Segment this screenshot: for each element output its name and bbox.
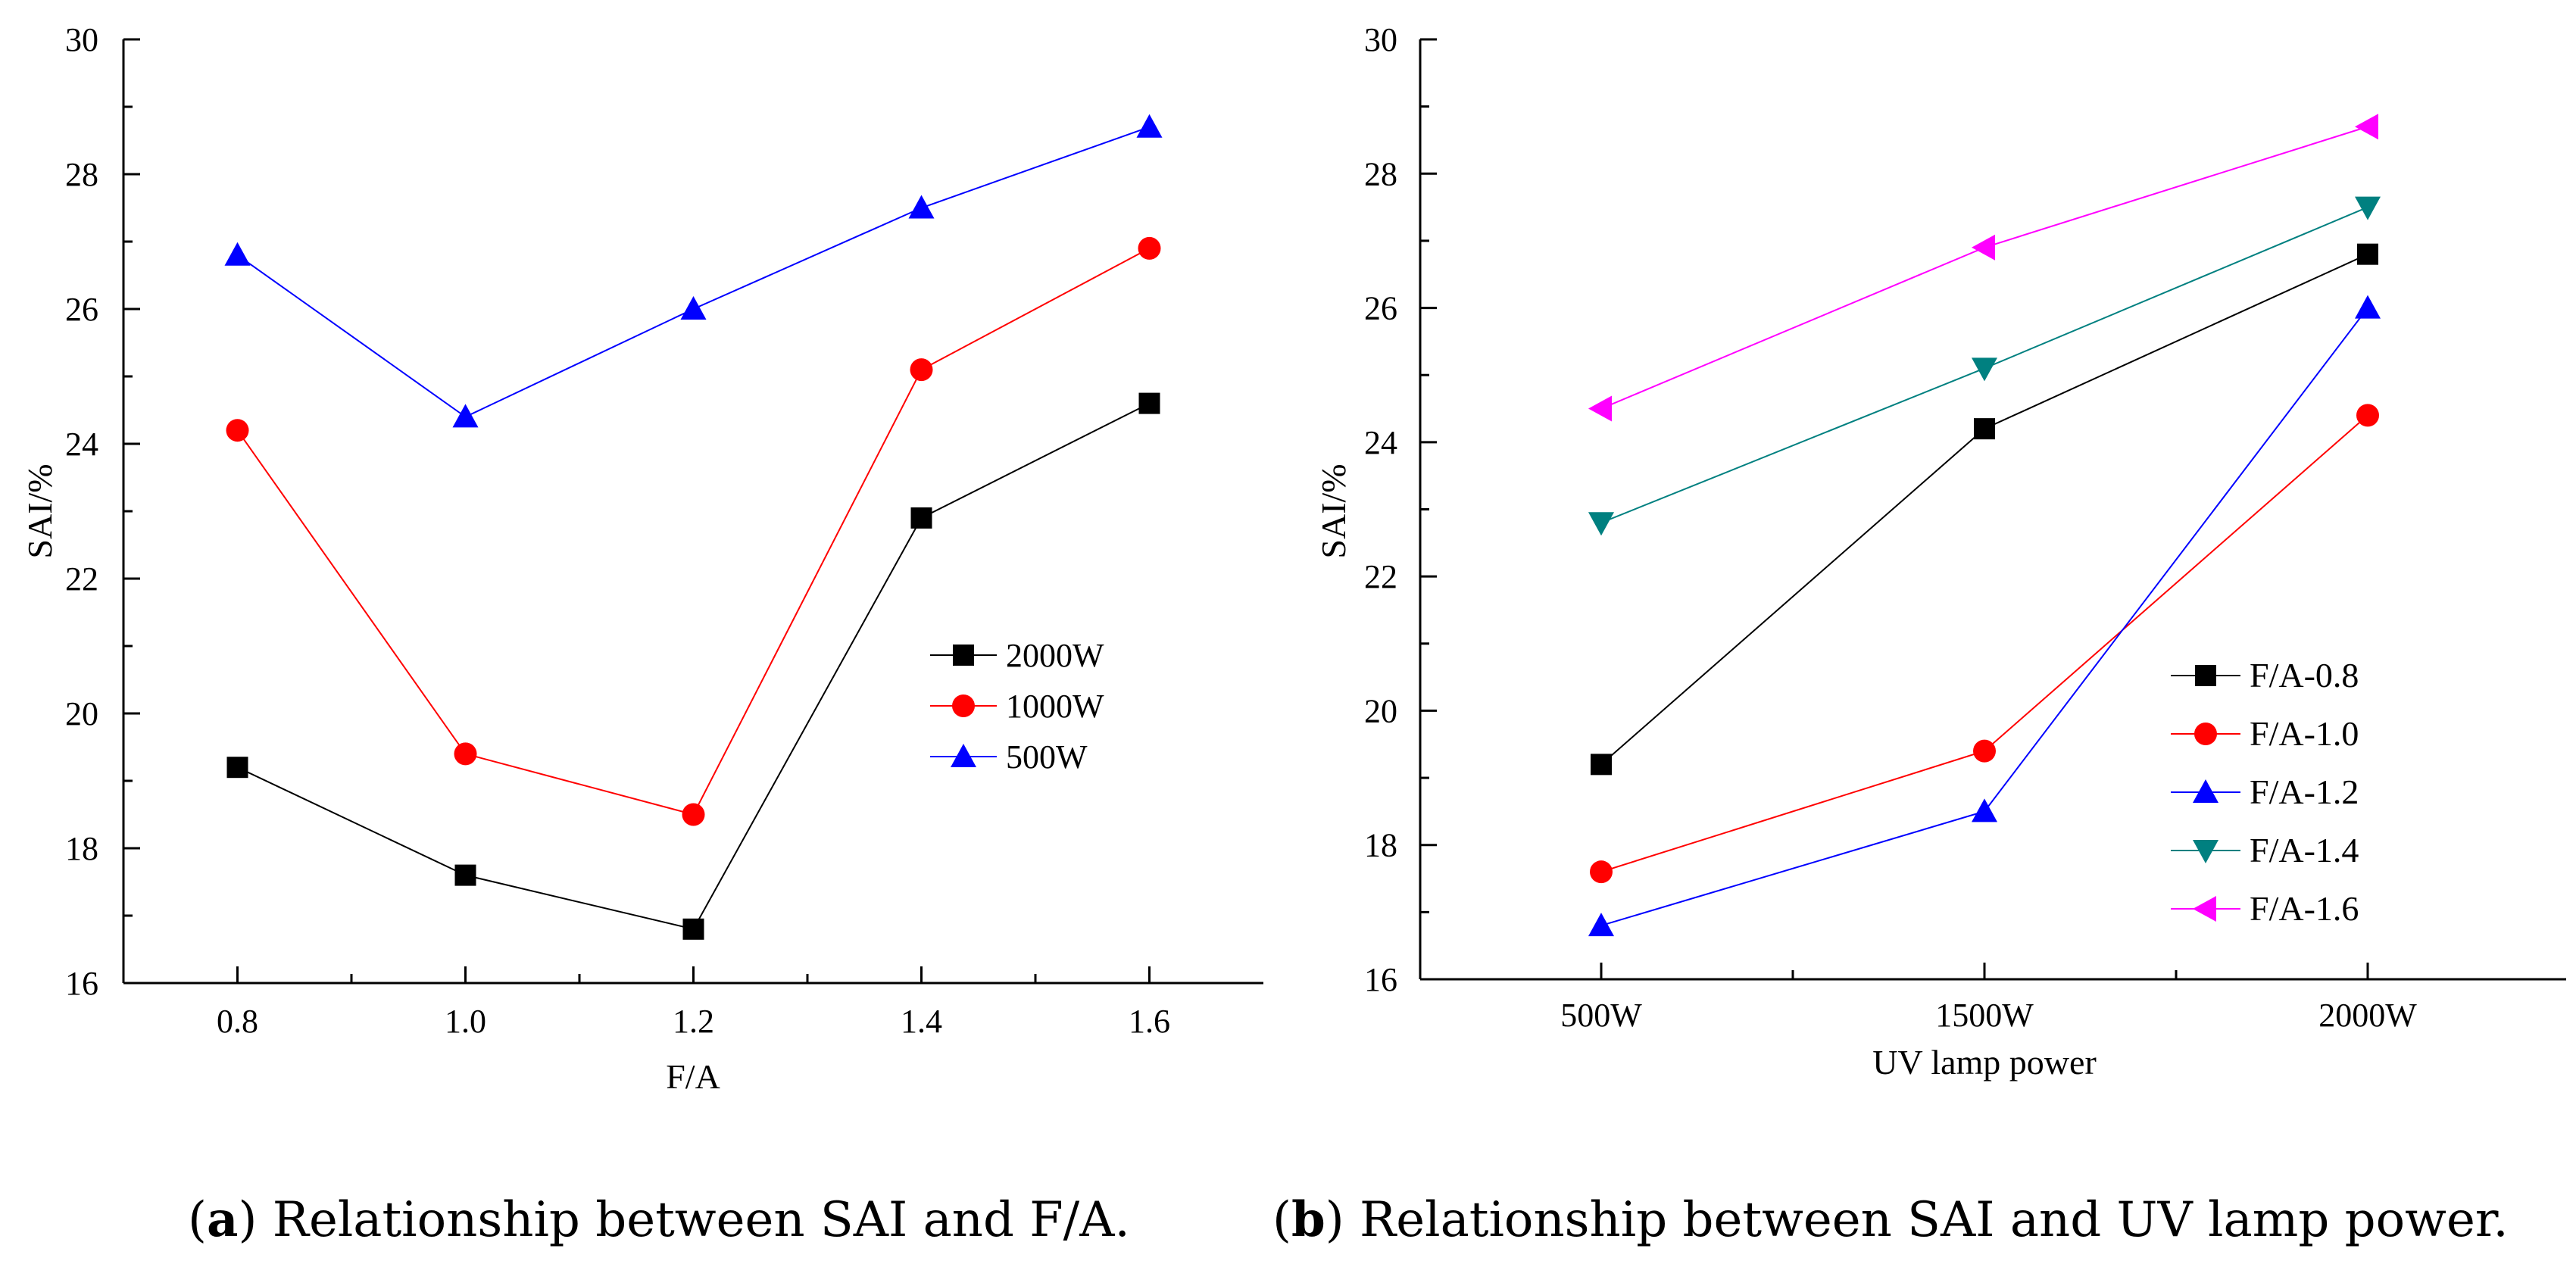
chart-a-data-point xyxy=(1136,114,1163,138)
chart-a-series-line xyxy=(236,126,1150,418)
chart-a-series xyxy=(224,114,1163,940)
chart-a-data-point xyxy=(910,358,933,382)
chart-a-data-point xyxy=(1138,236,1161,260)
chart-a-y-tick-label: 30 xyxy=(65,21,98,58)
chart-a: 16 18 20 22 24 26 28 30 0.8 1.0 1.2 1.4 1.6 F/A SAI… xyxy=(20,21,1263,1096)
chart-b-legend-label: F/A-1.0 xyxy=(2250,714,2359,753)
chart-a-y-tick-label: 18 xyxy=(65,830,98,867)
chart-a-data-point xyxy=(682,803,705,826)
chart-a-y-tick-label: 28 xyxy=(65,156,98,193)
chart-b-legend-label: F/A-1.6 xyxy=(2250,889,2359,928)
chart-a-x-tick-label: 1.4 xyxy=(901,1003,942,1040)
chart-b-data-point xyxy=(1973,739,1996,763)
chart-a-y-tick-label: 16 xyxy=(65,965,98,1002)
chart-a-y-tick-label: 22 xyxy=(65,560,98,598)
caption-a-open-paren: ( xyxy=(188,1192,207,1248)
chart-b-x-axis-label: UV lamp power xyxy=(1872,1043,2097,1082)
chart-b-y-tick-label: 30 xyxy=(1364,21,1397,58)
caption-a-letter: a xyxy=(207,1191,238,1248)
chart-b-legend-label: F/A-1.2 xyxy=(2250,773,2359,811)
chart-b-legend-label: F/A-0.8 xyxy=(2250,656,2359,694)
chart-b-x-tick-label: 2000W xyxy=(2318,997,2417,1034)
chart-a-x-tick-label: 1.6 xyxy=(1129,1003,1170,1040)
chart-a-x-tick-label: 1.0 xyxy=(445,1003,486,1040)
chart-a-y-tick-label: 24 xyxy=(65,426,98,463)
chart-b-y-axis-label: SAI/% xyxy=(1314,464,1353,558)
chart-b-legend-marker xyxy=(2195,665,2216,686)
chart-b-legend-label: F/A-1.4 xyxy=(2250,831,2359,869)
chart-a-legend-label: 2000W xyxy=(1006,637,1104,674)
chart-b: 16 18 20 22 24 26 28 30 500W 1500W 2000W UV lamp … xyxy=(1314,21,2566,1082)
chart-b-data-point xyxy=(2356,404,2379,427)
chart-b-y-tick-label: 28 xyxy=(1364,155,1397,192)
chart-a-data-point xyxy=(682,918,704,940)
chart-a-legend-marker xyxy=(952,694,975,717)
chart-b-y-tick-label: 18 xyxy=(1364,827,1397,864)
chart-a-y-axis-label: SAI/% xyxy=(20,464,59,558)
chart-a-data-point xyxy=(680,296,707,320)
chart-b-x-ticks: 500W 1500W 2000W xyxy=(1560,963,2417,1034)
chart-a-legend-label: 1000W xyxy=(1006,688,1104,725)
chart-b-data-point xyxy=(2355,295,2381,319)
chart-a-legend-label: 500W xyxy=(1006,738,1088,776)
chart-b-data-point xyxy=(1588,913,1614,937)
chart-a-legend: 2000W 1000W 500W xyxy=(930,637,1104,776)
chart-a-data-point xyxy=(226,757,248,779)
chart-b-data-point xyxy=(1590,860,1613,884)
chart-a-legend-marker xyxy=(951,744,976,767)
chart-a-data-point xyxy=(1138,392,1160,414)
chart-a-x-tick-label: 0.8 xyxy=(217,1003,258,1040)
caption-b-open-paren: ( xyxy=(1272,1192,1291,1248)
chart-b-series xyxy=(1588,114,2381,937)
caption-a-text: ) Relationship between SAI and F/A. xyxy=(238,1192,1129,1248)
chart-a-y-ticks: 16 18 20 22 24 26 28 30 xyxy=(65,21,140,1002)
caption-b-text: ) Relationship between SAI and UV lamp p… xyxy=(1325,1192,2509,1248)
chart-b-data-point xyxy=(1974,418,1995,440)
chart-b-y-tick-label: 26 xyxy=(1364,290,1397,327)
chart-b-legend-marker xyxy=(2193,896,2216,922)
chart-a-data-point xyxy=(226,419,249,442)
chart-b-data-point xyxy=(2355,114,2378,140)
chart-a-x-tick-label: 1.2 xyxy=(673,1003,714,1040)
chart-b-legend-marker xyxy=(2193,779,2218,803)
chart-b-axes xyxy=(1419,39,2566,981)
chart-b-legend-marker xyxy=(2193,840,2218,863)
chart-a-legend-marker xyxy=(953,645,974,666)
chart-b-data-point xyxy=(2355,196,2381,220)
chart-a-x-ticks: 0.8 1.0 1.2 1.4 1.6 xyxy=(217,966,1170,1040)
chart-a-y-tick-label: 26 xyxy=(65,291,98,328)
chart-b-y-tick-label: 24 xyxy=(1364,424,1397,461)
chart-a-data-point xyxy=(454,864,476,886)
chart-b-data-point xyxy=(2357,243,2378,265)
chart-a-data-point xyxy=(454,742,477,766)
chart-b-x-tick-label: 500W xyxy=(1560,997,1642,1034)
chart-b-data-point xyxy=(1588,395,1612,422)
chart-b-legend: F/A-0.8 F/A-1.0 F/A-1.2 F/A-1.4 F/A-1.6 xyxy=(2171,656,2359,928)
chart-b-y-tick-label: 22 xyxy=(1364,558,1397,595)
chart-b-data-point xyxy=(1588,512,1614,536)
chart-b-y-tick-label: 20 xyxy=(1364,692,1397,729)
chart-a-data-point xyxy=(224,242,251,266)
caption-b: (b) Relationship between SAI and UV lamp… xyxy=(1272,1191,2509,1248)
chart-a-data-point xyxy=(908,195,935,219)
chart-b-data-point xyxy=(1591,754,1612,776)
chart-b-legend-marker xyxy=(2194,723,2217,745)
chart-a-x-axis-label: F/A xyxy=(666,1057,720,1096)
chart-b-data-point xyxy=(1972,357,1997,382)
caption-a: (a) Relationship between SAI and F/A. xyxy=(188,1191,1130,1248)
chart-b-data-point xyxy=(1972,234,1995,261)
caption-b-letter: b xyxy=(1291,1191,1325,1248)
chart-a-y-tick-label: 20 xyxy=(65,695,98,732)
chart-a-data-point xyxy=(452,404,479,428)
chart-b-data-point xyxy=(1972,798,1997,822)
chart-a-series-line xyxy=(236,248,1150,816)
chart-b-x-tick-label: 1500W xyxy=(1935,997,2034,1034)
chart-b-y-tick-label: 16 xyxy=(1364,961,1397,998)
chart-b-y-ticks: 16 18 20 22 24 26 28 30 xyxy=(1364,21,1437,998)
chart-a-data-point xyxy=(910,507,932,529)
